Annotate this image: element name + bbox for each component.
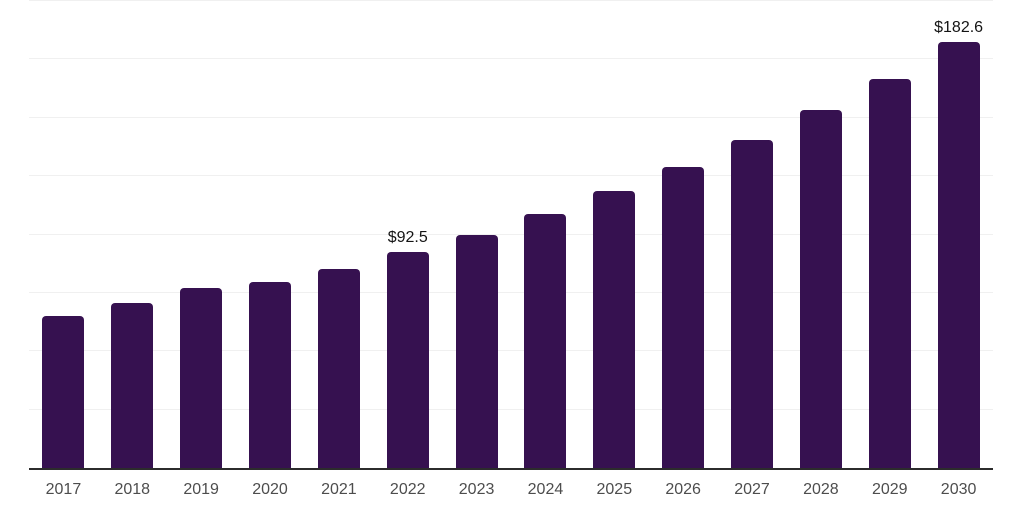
bar-value-label-2030: $182.6 — [934, 18, 984, 36]
bar-2021 — [317, 268, 360, 468]
bar-column-2027 — [718, 1, 787, 468]
x-tick-label-2022: 2022 — [389, 481, 426, 498]
gridline-75 — [29, 291, 993, 293]
x-tick-label-2025: 2025 — [596, 481, 633, 498]
bar-2023 — [455, 234, 498, 468]
x-tick-label-2021: 2021 — [321, 481, 357, 498]
gridline-200 — [29, 0, 993, 1]
x-tick-label-2027: 2027 — [734, 481, 770, 498]
x-tick-label-2030: 2030 — [940, 481, 977, 498]
gridline-100 — [29, 233, 993, 235]
gridline-175 — [29, 58, 993, 60]
bar-2024 — [524, 213, 567, 468]
bar-2019 — [180, 288, 223, 468]
gridline-50 — [29, 350, 993, 352]
bar-column-2018 — [98, 1, 167, 468]
bar-column-2028 — [786, 1, 855, 468]
bar-2018 — [111, 302, 154, 468]
bar-column-2017 — [29, 1, 98, 468]
x-tick-label-2017: 2017 — [45, 481, 82, 498]
gridline-25 — [29, 408, 993, 410]
bar-column-2021 — [304, 1, 373, 468]
bar-2017 — [42, 316, 85, 468]
bar-column-2020 — [236, 1, 305, 468]
bar-2020 — [249, 281, 291, 468]
bar-2030 — [937, 41, 980, 468]
bar-2026 — [662, 166, 705, 468]
bar-column-2019 — [167, 1, 236, 468]
x-tick-label-2023: 2023 — [458, 481, 495, 498]
plot-area: $92.5 $182.6 — [29, 0, 993, 470]
x-tick-label-2018: 2018 — [114, 481, 151, 498]
bar-column-2030: $182.6 — [924, 1, 993, 468]
bar-column-2025 — [580, 1, 649, 468]
bar-2028 — [799, 110, 842, 468]
bar-column-2024 — [511, 1, 580, 468]
bar-2027 — [731, 139, 774, 468]
bar-2029 — [868, 79, 911, 468]
x-tick-label-2026: 2026 — [665, 481, 701, 498]
bar-column-2022: $92.5 — [373, 1, 442, 468]
x-tick-label-2020: 2020 — [252, 481, 288, 498]
bar-column-2023 — [442, 1, 511, 468]
bar-value-label-2022: $92.5 — [387, 229, 428, 247]
x-axis-labels: 2017 2018 2019 2020 2021 2022 2023 2024 2025 2026… — [29, 480, 993, 500]
x-tick-label-2029: 2029 — [871, 481, 908, 498]
bar-2022 — [386, 252, 429, 468]
x-tick-label-2019: 2019 — [183, 481, 219, 498]
x-tick-label-2028: 2028 — [803, 481, 839, 498]
bar-column-2029 — [855, 1, 924, 468]
gridline-150 — [29, 116, 993, 118]
bar-column-2026 — [649, 1, 718, 468]
gridline-125 — [29, 175, 993, 177]
bars-container: $92.5 $182.6 — [29, 1, 993, 468]
x-tick-label-2024: 2024 — [527, 481, 564, 498]
bar-2025 — [593, 191, 636, 468]
